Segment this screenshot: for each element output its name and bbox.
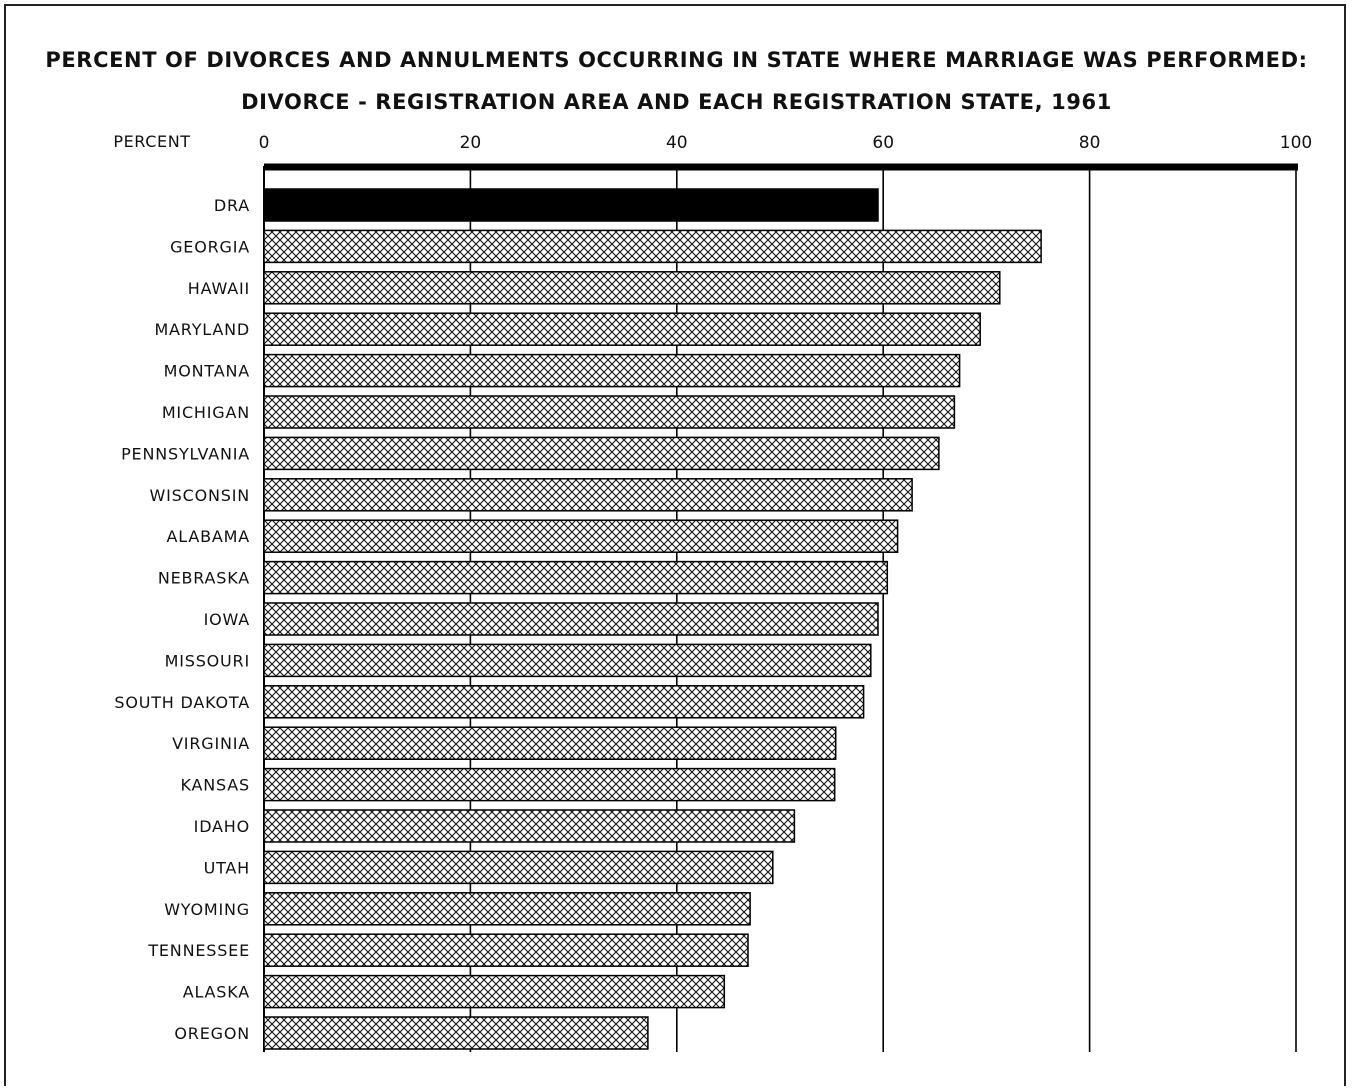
x-tick-label: 60 <box>872 133 894 153</box>
bar-oregon <box>263 1016 649 1050</box>
bar-kansas <box>263 767 836 802</box>
bar-nebraska <box>263 560 889 595</box>
category-label: PENNSYLVANIA <box>121 444 250 463</box>
chart-title: PERCENT OF DIVORCES AND ANNULMENTS OCCUR… <box>45 48 1308 72</box>
category-label: MARYLAND <box>154 320 250 339</box>
bar-wisconsin <box>263 478 913 512</box>
bar-hawaii <box>263 271 1001 305</box>
bar-alaska <box>263 974 726 1009</box>
x-tick-label: 100 <box>1280 133 1312 153</box>
bar-michigan <box>263 395 956 429</box>
bar-virginia <box>263 726 837 760</box>
chart-frame <box>4 4 1346 1086</box>
bar-georgia <box>263 229 1042 264</box>
category-label: IDAHO <box>194 817 250 836</box>
category-label: SOUTH DAKOTA <box>114 693 250 712</box>
chart-subtitle: DIVORCE - REGISTRATION AREA AND EACH REG… <box>241 90 1112 114</box>
category-label: MISSOURI <box>165 651 250 670</box>
bar-maryland <box>263 312 981 346</box>
x-tick-label: 20 <box>460 133 482 153</box>
category-label: ALABAMA <box>167 527 250 546</box>
bar-pennsylvania <box>263 436 940 471</box>
bar-iowa <box>263 602 879 636</box>
bar-utah <box>263 850 774 885</box>
category-label: HAWAII <box>188 279 250 298</box>
category-label: DRA <box>214 196 250 215</box>
category-label: MICHIGAN <box>162 403 250 422</box>
x-tick-label: 80 <box>1079 133 1101 153</box>
bar-tennessee <box>263 933 749 967</box>
category-label: GEORGIA <box>170 237 250 256</box>
bar-idaho <box>263 809 796 843</box>
category-labels: DRA GEORGIA HAWAII MARYLAND MONTANA MICHIGAN P… <box>114 196 250 1043</box>
bars <box>263 188 1042 1050</box>
category-label: TENNESSEE <box>147 941 250 960</box>
bar-wyoming <box>263 892 751 926</box>
bar-dra <box>263 188 879 222</box>
category-label: UTAH <box>204 858 250 877</box>
x-axis-title: PERCENT <box>113 132 190 151</box>
category-label: MONTANA <box>164 362 250 381</box>
category-label: ALASKA <box>183 983 250 1002</box>
x-tick-label: 0 <box>259 133 270 153</box>
x-tick-label: 40 <box>666 133 688 153</box>
category-label: WISCONSIN <box>150 486 250 505</box>
bar-montana <box>263 353 961 388</box>
category-label: WYOMING <box>164 900 250 919</box>
bar-alabama <box>263 519 899 553</box>
category-label: IOWA <box>204 610 250 629</box>
category-label: VIRGINIA <box>172 734 250 753</box>
bar-south-dakota <box>263 685 865 719</box>
x-tick-labels: 0 20 40 60 80 100 <box>259 133 1313 153</box>
category-label: NEBRASKA <box>158 569 250 588</box>
category-label: OREGON <box>174 1024 250 1043</box>
category-label: KANSAS <box>181 776 250 795</box>
bar-missouri <box>263 643 872 678</box>
